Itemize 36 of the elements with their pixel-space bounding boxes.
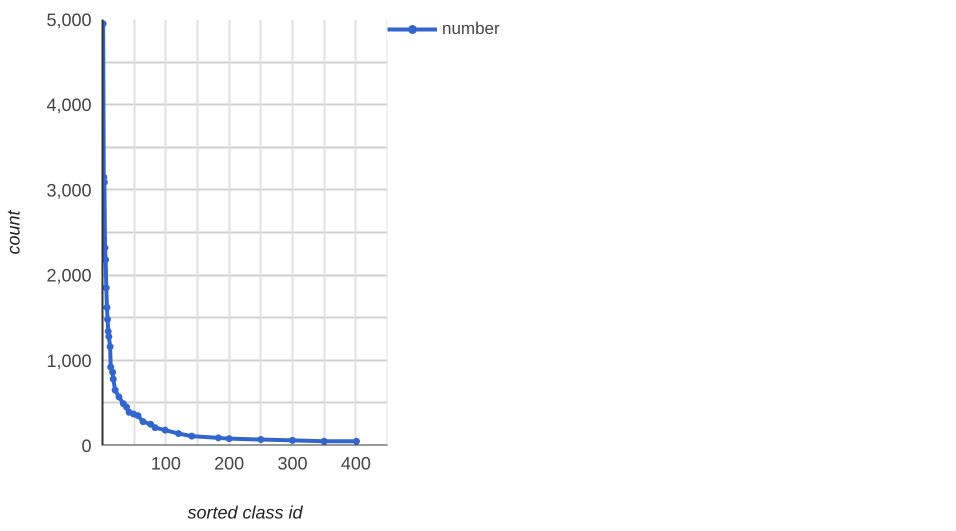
y-tick-label: 3,000 — [46, 180, 92, 200]
point — [140, 418, 147, 426]
point — [112, 386, 119, 394]
x-tick-label: 200 — [214, 454, 244, 474]
point — [226, 435, 233, 442]
point — [110, 376, 117, 383]
y-tick-label: 0 — [81, 436, 92, 456]
point — [214, 434, 222, 442]
point — [289, 436, 296, 444]
point — [123, 404, 130, 411]
point — [257, 436, 264, 444]
x-tick-label: 400 — [340, 454, 371, 474]
y-axis-title: count — [3, 209, 24, 255]
y-tick-label: 2,000 — [46, 266, 92, 286]
x-tick-label: 300 — [277, 454, 308, 474]
point — [134, 412, 142, 420]
point — [320, 438, 328, 445]
point — [188, 432, 196, 440]
point — [105, 332, 112, 340]
y-tick-label: 4,000 — [46, 95, 92, 116]
x-tick-label: 100 — [150, 454, 181, 474]
point — [152, 424, 159, 432]
point — [102, 284, 110, 292]
point — [115, 393, 122, 400]
point — [175, 430, 182, 438]
y-tick-label: 1,000 — [46, 350, 92, 371]
point — [162, 426, 169, 434]
x-axis-title: sorted class id — [187, 502, 304, 522]
point — [352, 438, 360, 445]
point — [102, 256, 110, 264]
point — [104, 316, 112, 323]
point — [103, 304, 110, 311]
legend-label: number — [442, 19, 500, 39]
y-tick-label: 5,000 — [46, 10, 92, 30]
point — [106, 343, 114, 350]
point — [109, 368, 116, 376]
